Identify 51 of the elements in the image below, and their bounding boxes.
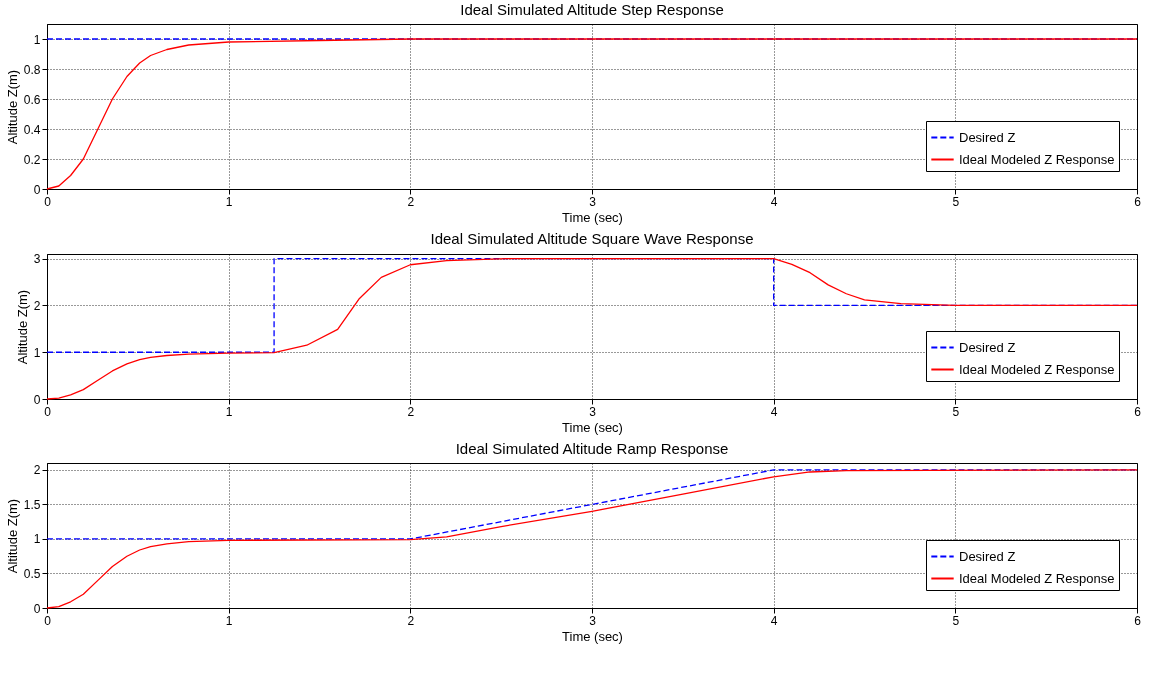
x-tick-label: 3: [589, 404, 597, 419]
legend-label: Ideal Modeled Z Response: [959, 151, 1115, 167]
y-tick-label: 3: [33, 252, 41, 267]
x-tick-label: 2: [407, 404, 415, 419]
y-axis-title: Altitude Z(m): [4, 69, 20, 145]
chart-title: Ideal Simulated Altitude Ramp Response: [455, 440, 729, 457]
y-tick-label: 1: [33, 32, 41, 47]
y-tick-label: 0.5: [23, 566, 41, 581]
y-tick-label: 1: [33, 345, 41, 360]
x-tick-label: 5: [952, 194, 960, 209]
x-tick-label: 4: [770, 194, 778, 209]
x-axis-title: Time (sec): [562, 628, 623, 644]
y-tick-label: 0: [33, 601, 41, 616]
x-axis-title: Time (sec): [562, 419, 623, 435]
y-tick-label: 0.4: [23, 122, 41, 137]
x-tick-label: 2: [407, 194, 415, 209]
legend-label: Desired Z: [959, 339, 1016, 355]
y-axis-title: Altitude Z(m): [4, 498, 20, 574]
x-tick-label: 6: [1134, 613, 1142, 628]
legend-label: Desired Z: [959, 548, 1016, 564]
y-tick-label: 0.6: [23, 92, 41, 107]
y-axis-title: Altitude Z(m): [14, 289, 30, 365]
y-tick-label: 2: [33, 298, 41, 313]
legend-label: Desired Z: [959, 129, 1016, 145]
x-tick-label: 4: [770, 613, 778, 628]
y-tick-label: 0.2: [23, 152, 41, 167]
x-tick-label: 5: [952, 613, 960, 628]
y-tick-label: 2: [33, 463, 41, 478]
y-tick-label: 1: [33, 532, 41, 547]
y-tick-label: 0.8: [23, 62, 41, 77]
x-tick-label: 2: [407, 613, 415, 628]
legend-label: Ideal Modeled Z Response: [959, 570, 1115, 586]
x-tick-label: 3: [589, 194, 597, 209]
x-tick-label: 6: [1134, 404, 1142, 419]
x-axis-title: Time (sec): [562, 209, 623, 225]
x-tick-label: 1: [225, 613, 233, 628]
x-tick-label: 0: [44, 404, 52, 419]
legend-label: Ideal Modeled Z Response: [959, 361, 1115, 377]
x-tick-label: 1: [225, 404, 233, 419]
x-tick-label: 0: [44, 613, 52, 628]
y-tick-label: 0: [33, 392, 41, 407]
y-tick-label: 0: [33, 182, 41, 197]
chart-title: Ideal Simulated Altitude Step Response: [460, 1, 724, 18]
x-tick-label: 4: [770, 404, 778, 419]
chart-title: Ideal Simulated Altitude Square Wave Response: [430, 229, 754, 247]
x-tick-label: 0: [44, 194, 52, 209]
y-tick-label: 1.5: [23, 497, 41, 512]
x-tick-label: 1: [225, 194, 233, 209]
x-tick-label: 3: [589, 613, 597, 628]
x-tick-label: 5: [952, 404, 960, 419]
x-tick-label: 6: [1134, 194, 1142, 209]
